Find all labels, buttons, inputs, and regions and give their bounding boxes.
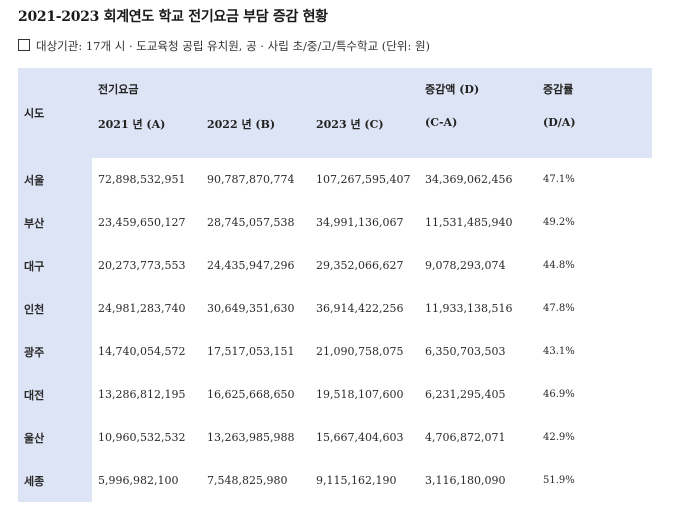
cell-2022: 13,263,985,988 (207, 431, 295, 444)
cell-region: 울산 (18, 416, 92, 459)
table-body: 서울 72,898,532,951 90,787,870,774 107,267,59… (18, 158, 652, 502)
scope-note-text: 대상기관: 17개 시 · 도교육청 공립 유치원, 공 · 사립 초/중/고/… (36, 39, 431, 53)
header-diff-top: 증감액 (D) (419, 68, 538, 110)
cell-diff: 11,531,485,940 (425, 216, 513, 229)
cell-2022: 7,548,825,980 (207, 474, 288, 487)
cell-2022: 17,517,053,151 (207, 345, 295, 358)
cell-2021: 72,898,532,951 (98, 173, 186, 186)
cell-region: 세종 (18, 459, 92, 502)
cell-region: 대전 (18, 373, 92, 416)
electricity-cost-table-container: 시도 전기요금 증감액 (D) 증감률 2021 년 (A) 2022 년 (B… (18, 68, 653, 502)
header-electricity-group: 전기요금 (92, 68, 420, 110)
cell-2021: 23,459,650,127 (98, 216, 186, 229)
cell-rate: 46.9% (543, 389, 575, 400)
cell-2021: 24,981,283,740 (98, 302, 186, 315)
header-year-2021: 2021 년 (A) (92, 110, 201, 158)
cell-diff: 6,231,295,405 (425, 388, 506, 401)
cell-rate: 51.9% (543, 475, 575, 486)
table-row: 대구 20,273,773,553 24,435,947,296 29,352,066… (18, 244, 652, 287)
header-region: 시도 (18, 68, 92, 158)
cell-diff: 4,706,872,071 (425, 431, 506, 444)
cell-rate: 43.1% (543, 346, 575, 357)
cell-rate: 44.8% (543, 260, 575, 271)
cell-2021: 20,273,773,553 (98, 259, 186, 272)
cell-2022: 30,649,351,630 (207, 302, 295, 315)
cell-diff: 6,350,703,503 (425, 345, 506, 358)
cell-2023: 15,667,404,603 (316, 431, 404, 444)
page-title: 2021-2023 회계연도 학교 전기요금 부담 증감 현황 (18, 9, 328, 25)
table-row: 광주 14,740,054,572 17,517,053,151 21,090,758… (18, 330, 652, 373)
cell-2021: 10,960,532,532 (98, 431, 186, 444)
cell-region: 광주 (18, 330, 92, 373)
cell-2023: 107,267,595,407 (316, 173, 411, 186)
checkbox-square-icon (18, 39, 30, 51)
table-header: 시도 전기요금 증감액 (D) 증감률 2021 년 (A) 2022 년 (B… (18, 68, 653, 158)
cell-2023: 29,352,066,627 (316, 259, 404, 272)
header-year-2023: 2023 년 (C) (310, 110, 420, 158)
cell-2022: 90,787,870,774 (207, 173, 295, 186)
cell-rate: 42.9% (543, 432, 575, 443)
cell-2021: 13,286,812,195 (98, 388, 186, 401)
table-row: 부산 23,459,650,127 28,745,057,538 34,991,136… (18, 201, 652, 244)
cell-diff: 11,933,138,516 (425, 302, 513, 315)
cell-2023: 36,914,422,256 (316, 302, 404, 315)
cell-2021: 14,740,054,572 (98, 345, 186, 358)
cell-diff: 34,369,062,456 (425, 173, 513, 186)
cell-2021: 5,996,982,100 (98, 474, 179, 487)
header-diff-bottom: (C-A) (419, 110, 538, 158)
header-year-2022: 2022 년 (B) (201, 110, 310, 158)
cell-region: 인천 (18, 287, 92, 330)
electricity-cost-table: 시도 전기요금 증감액 (D) 증감률 2021 년 (A) 2022 년 (B… (18, 68, 653, 502)
cell-2022: 16,625,668,650 (207, 388, 295, 401)
cell-diff: 9,078,293,074 (425, 259, 506, 272)
header-rate-top: 증감률 (537, 68, 653, 110)
cell-rate: 47.8% (543, 303, 575, 314)
header-rate-bottom: (D/A) (537, 110, 653, 158)
table-row: 인천 24,981,283,740 30,649,351,630 36,914,422… (18, 287, 652, 330)
table-row: 대전 13,286,812,195 16,625,668,650 19,518,107… (18, 373, 652, 416)
cell-2022: 24,435,947,296 (207, 259, 295, 272)
cell-region: 부산 (18, 201, 92, 244)
cell-rate: 49.2% (543, 217, 575, 228)
cell-2023: 19,518,107,600 (316, 388, 404, 401)
table-row: 세종 5,996,982,100 7,548,825,980 9,115,162,19… (18, 459, 652, 502)
table-row: 서울 72,898,532,951 90,787,870,774 107,267,59… (18, 158, 652, 201)
cell-2023: 9,115,162,190 (316, 474, 397, 487)
scope-note: 대상기관: 17개 시 · 도교육청 공립 유치원, 공 · 사립 초/중/고/… (18, 38, 430, 54)
table-row: 울산 10,960,532,532 13,263,985,988 15,667,404… (18, 416, 652, 459)
cell-2023: 21,090,758,075 (316, 345, 404, 358)
cell-2022: 28,745,057,538 (207, 216, 295, 229)
cell-region: 대구 (18, 244, 92, 287)
cell-2023: 34,991,136,067 (316, 216, 404, 229)
cell-rate: 47.1% (543, 174, 575, 185)
cell-diff: 3,116,180,090 (425, 474, 506, 487)
cell-region: 서울 (18, 158, 92, 201)
